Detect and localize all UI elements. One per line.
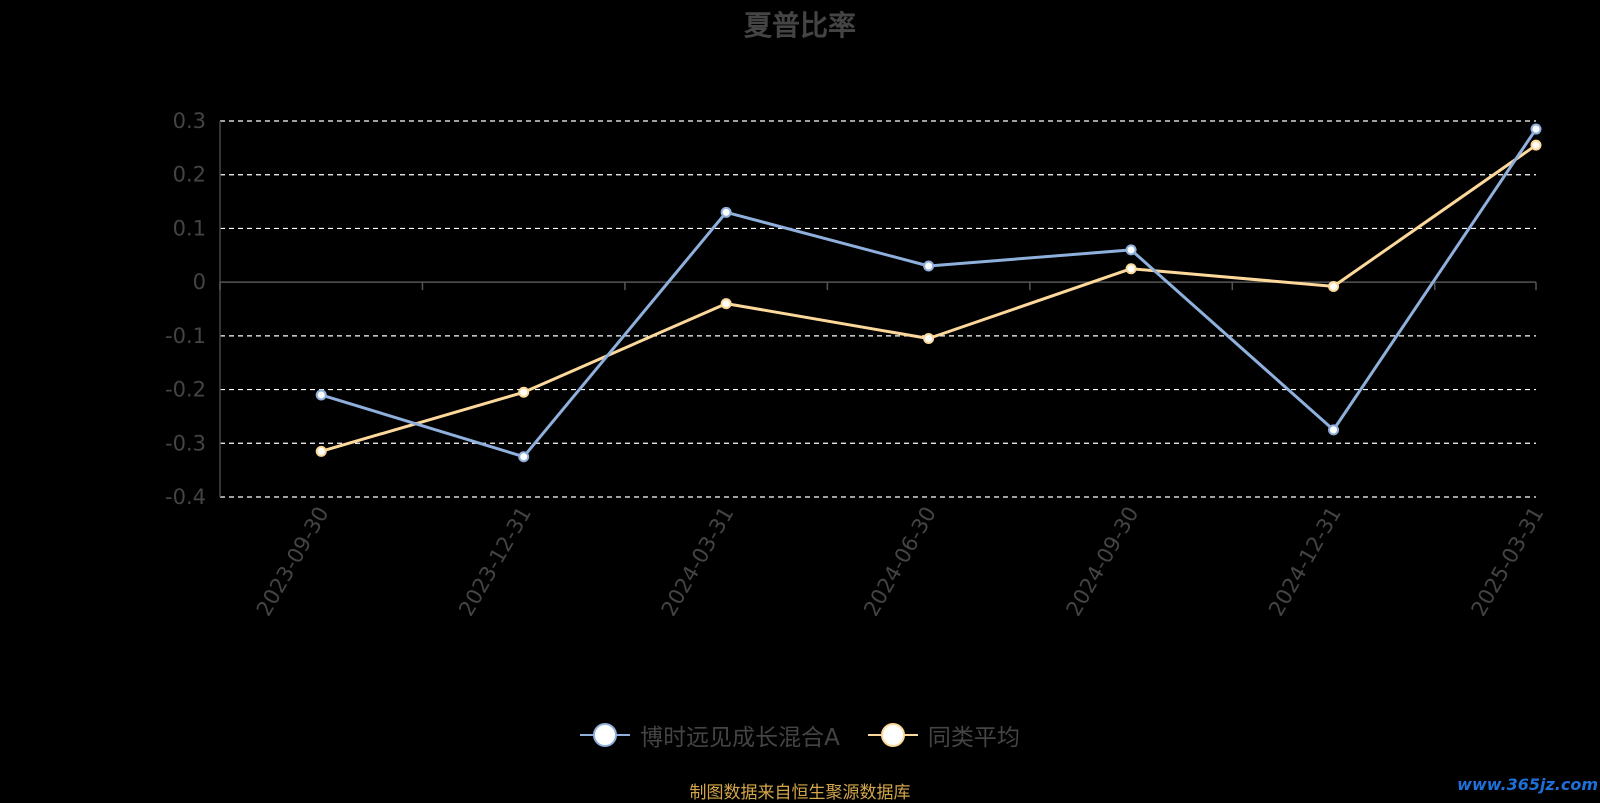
y-tick-label: -0.2 xyxy=(165,378,206,402)
series-line-1 xyxy=(320,143,1537,453)
watermark: www.365jz.com xyxy=(1457,775,1598,794)
data-point-1 xyxy=(1530,139,1542,151)
x-tick-label: 2023-12-31 xyxy=(454,503,536,621)
data-point-0 xyxy=(1328,424,1340,436)
y-tick-label: 0.3 xyxy=(173,109,206,133)
data-point-0 xyxy=(1530,123,1542,135)
legend: 博时远见成长混合A 同类平均 xyxy=(0,718,1600,752)
data-point-0 xyxy=(720,206,732,218)
data-point-1 xyxy=(1328,280,1340,292)
legend-item-average[interactable]: 同类平均 xyxy=(867,718,1020,752)
x-tick-label: 2024-03-31 xyxy=(657,503,739,621)
data-point-1 xyxy=(315,445,327,457)
y-tick-label: -0.4 xyxy=(165,485,206,509)
data-point-0 xyxy=(518,451,530,463)
data-point-1 xyxy=(923,333,935,345)
legend-label-fund: 博时远见成长混合A xyxy=(640,725,840,751)
series-layer xyxy=(315,123,1542,463)
x-tick-label: 2023-09-30 xyxy=(252,503,334,621)
x-tick-label: 2025-03-31 xyxy=(1467,503,1549,621)
grid-layer xyxy=(220,120,1536,498)
legend-marker-average xyxy=(867,723,918,747)
y-tick-label: -0.1 xyxy=(165,324,206,348)
legend-marker-fund xyxy=(580,723,631,747)
y-tick-label: 0 xyxy=(193,270,206,294)
x-tick-label: 2024-09-30 xyxy=(1062,503,1144,621)
legend-label-average: 同类平均 xyxy=(927,725,1020,751)
series-line-0 xyxy=(320,128,1538,459)
data-point-1 xyxy=(720,298,732,310)
data-point-0 xyxy=(923,260,935,272)
y-tick-label: 0.1 xyxy=(173,216,206,240)
data-point-0 xyxy=(315,389,327,401)
chart-title: 夏普比率 xyxy=(743,9,856,42)
x-tick-label: 2024-06-30 xyxy=(859,503,941,621)
data-point-1 xyxy=(518,386,530,398)
x-tick-label: 2024-12-31 xyxy=(1264,503,1346,621)
y-tick-label: -0.3 xyxy=(165,431,206,455)
data-point-1 xyxy=(1125,263,1137,275)
y-tick-label: 0.2 xyxy=(173,163,206,187)
axis-layer: 0.3 0.2 0.1 0 -0.1 -0.2 -0.3 -0.4 2023-09-30 2023… xyxy=(165,109,1548,620)
data-point-0 xyxy=(1125,244,1137,256)
source-note: 制图数据来自恒生聚源数据库 xyxy=(689,783,911,803)
legend-item-fund[interactable]: 博时远见成长混合A xyxy=(580,718,840,752)
